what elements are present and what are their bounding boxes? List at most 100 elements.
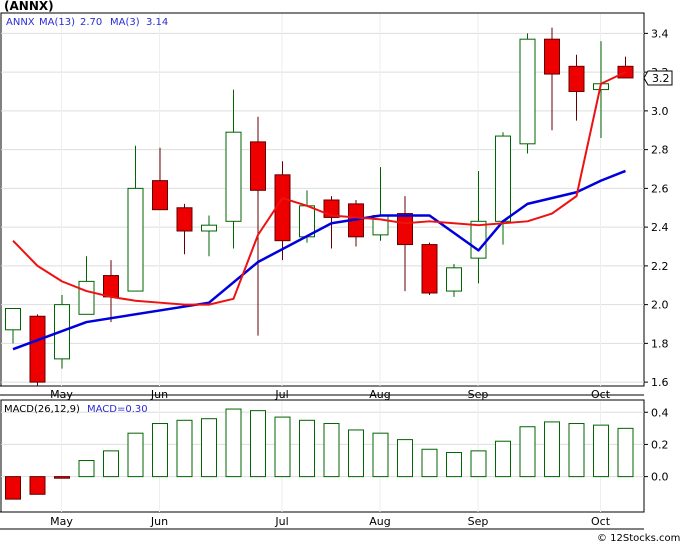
macd-bar — [446, 451, 462, 478]
price-tick-label: 1.6 — [651, 376, 669, 389]
price-x-tick-label: Jun — [150, 388, 168, 401]
price-tick-label: 3.4 — [651, 27, 669, 40]
price-tick-label: 2.2 — [651, 260, 669, 273]
candle — [568, 54, 585, 121]
candle-body-up — [470, 220, 487, 259]
candle — [127, 145, 144, 292]
macd-legend-params: MACD(26,12,9) — [4, 404, 80, 415]
candle — [495, 132, 511, 245]
macd-bar — [593, 424, 609, 478]
macd-tick-label: 0.2 — [651, 438, 669, 451]
price-gridlines — [1, 14, 644, 386]
macd-bar — [103, 450, 119, 478]
macd-x-tick-label: May — [50, 515, 73, 528]
price-x-tick-label: Sep — [468, 388, 489, 401]
legend-ma13-value: 2.70 — [80, 17, 102, 28]
macd-x-tick-label: Jun — [150, 515, 168, 528]
price-tick-label: 2.0 — [651, 299, 669, 312]
macd-tick-label: 0.0 — [651, 471, 669, 484]
macd-bar — [5, 476, 21, 500]
candle — [519, 33, 536, 154]
candle-body-down — [152, 180, 168, 211]
macd-bar — [127, 432, 144, 478]
candle — [152, 147, 168, 211]
current-price-tag: 3.2 — [643, 70, 673, 86]
macd-bar — [54, 476, 70, 479]
macd-bar — [519, 426, 536, 478]
price-tick-label: 2.4 — [651, 221, 669, 234]
legend-ma13-label: MA(13) — [39, 17, 75, 28]
candlesticks — [5, 27, 634, 386]
candle-body-down — [397, 213, 413, 246]
candle — [397, 196, 413, 292]
macd-bar — [617, 427, 634, 478]
macd-bar — [225, 408, 242, 478]
price-x-tick-label: May — [50, 388, 73, 401]
macd-bar — [274, 416, 291, 478]
price-tick-label: 1.8 — [651, 337, 669, 350]
candle — [274, 161, 291, 261]
candle-body-down — [421, 244, 438, 294]
macd-bar — [495, 440, 511, 478]
price-x-labels: May Jun Jul Aug Sep Oct — [50, 388, 611, 401]
candle-body-up — [5, 308, 21, 331]
candle — [103, 260, 119, 323]
candle — [225, 89, 242, 249]
macd-bar — [250, 410, 266, 478]
macd-legend-value: MACD=0.30 — [87, 404, 148, 415]
candle — [176, 203, 193, 255]
macd-x-labels: May Jun Jul Aug Sep Oct — [50, 515, 611, 528]
price-y-ticks: 1.6 1.8 2.0 2.2 2.4 2.6 2.8 3.0 3.2 3.4 — [644, 27, 669, 389]
price-tick-label: 2.6 — [651, 182, 669, 195]
candle-body-down — [250, 141, 266, 191]
macd-bar — [372, 432, 389, 478]
price-tick-label: 3.0 — [651, 105, 669, 118]
candle — [29, 314, 46, 386]
macd-bar — [421, 448, 438, 478]
macd-y-ticks: 0.0 0.2 0.4 — [644, 406, 669, 484]
candle — [446, 263, 462, 297]
legend-symbol: ANNX — [6, 17, 35, 28]
price-x-tick-label: Jul — [274, 388, 288, 401]
watermark: © 12Stocks.com — [597, 533, 680, 544]
macd-bar — [544, 421, 560, 478]
candle-body-down — [568, 65, 585, 92]
macd-bar — [152, 423, 168, 478]
macd-bar — [29, 476, 46, 495]
macd-bar — [78, 460, 95, 478]
candle-body-up — [519, 38, 536, 145]
current-price-tag-box — [643, 70, 673, 86]
macd-x-tick-label: Aug — [369, 515, 390, 528]
macd-bar — [568, 423, 585, 478]
macd-bar — [201, 418, 217, 478]
candle — [421, 242, 438, 295]
candle-body-up — [446, 267, 462, 292]
candle-body-down — [176, 207, 193, 232]
macd-tick-label: 0.4 — [651, 406, 669, 419]
moving-averages — [12, 71, 626, 351]
candle — [544, 27, 560, 131]
current-price-label: 3.2 — [652, 72, 670, 85]
candle-body-up — [495, 135, 511, 222]
macd-x-tick-label: Jul — [274, 515, 288, 528]
candle — [201, 215, 217, 257]
candle-body-up — [78, 280, 95, 315]
chart-title: (ANNX) — [4, 0, 54, 13]
ma3-line — [12, 71, 626, 306]
macd-bar — [470, 450, 487, 478]
macd-bar — [299, 419, 315, 478]
legend-ma3-label: MA(3) — [110, 17, 140, 28]
macd-x-tick-label: Sep — [468, 515, 489, 528]
legend-ma3-value: 3.14 — [146, 17, 168, 28]
candle — [250, 116, 266, 336]
candle — [5, 308, 21, 344]
macd-bar — [348, 429, 364, 478]
macd-x-tick-label: Oct — [591, 515, 611, 528]
candle-body-down — [103, 275, 119, 298]
candle-body-up — [201, 224, 217, 232]
price-x-tick-label: Oct — [591, 388, 611, 401]
candle-body-down — [544, 38, 560, 75]
macd-bars — [5, 408, 634, 500]
